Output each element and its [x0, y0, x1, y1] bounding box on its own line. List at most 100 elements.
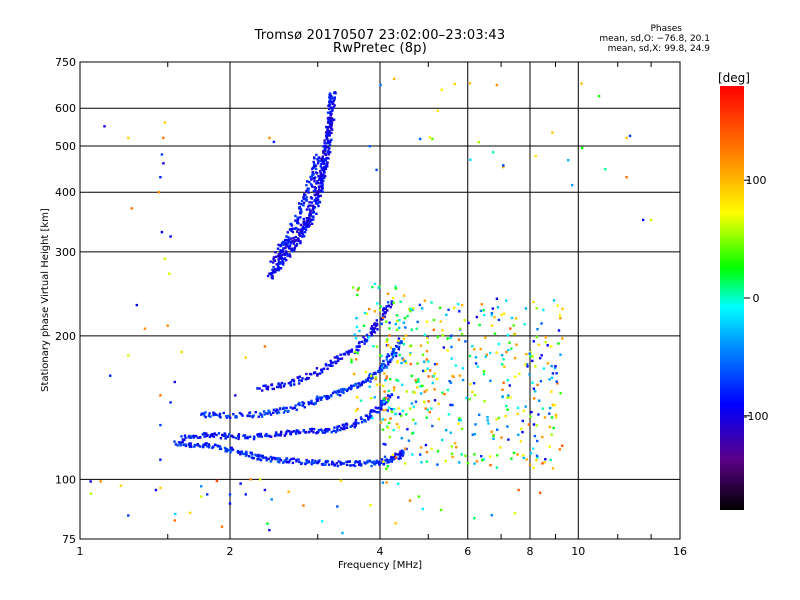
data-point — [532, 466, 535, 469]
data-point — [445, 313, 448, 316]
data-point — [257, 433, 260, 436]
data-point — [419, 344, 423, 347]
data-point — [296, 217, 300, 221]
data-point — [316, 158, 319, 161]
data-point — [330, 124, 333, 127]
data-point — [550, 416, 554, 419]
data-point — [315, 395, 319, 398]
data-point — [292, 236, 295, 240]
data-point — [297, 222, 300, 225]
data-point — [361, 380, 365, 383]
data-point — [383, 455, 387, 458]
data-point — [327, 139, 330, 143]
data-point — [357, 345, 361, 348]
data-point — [400, 341, 403, 344]
data-point — [280, 381, 284, 385]
data-point — [433, 388, 436, 391]
data-point — [308, 224, 311, 227]
data-point — [337, 389, 341, 392]
data-point — [384, 418, 387, 421]
data-point — [371, 416, 374, 420]
data-point — [337, 359, 340, 363]
data-point — [289, 432, 292, 435]
data-point — [236, 449, 240, 453]
data-point — [539, 491, 542, 494]
data-point — [306, 377, 309, 381]
data-point — [381, 418, 384, 421]
data-point — [282, 407, 285, 410]
data-point — [290, 457, 293, 461]
data-point — [272, 270, 275, 273]
data-point — [399, 414, 403, 417]
data-point — [220, 525, 224, 528]
data-point — [184, 436, 187, 439]
data-point — [280, 430, 283, 434]
data-point — [180, 435, 183, 438]
data-point — [336, 355, 339, 359]
x-tick-label: 4 — [377, 545, 384, 558]
y-tick-label: 100 — [55, 473, 76, 486]
data-point — [373, 396, 376, 399]
data-point — [372, 327, 375, 330]
data-point — [235, 415, 238, 419]
data-point — [476, 365, 480, 368]
data-point — [307, 219, 310, 222]
data-point — [295, 230, 299, 233]
data-point — [317, 174, 320, 178]
data-point — [324, 363, 328, 366]
data-point — [390, 410, 393, 413]
data-point — [205, 434, 208, 438]
data-point — [285, 431, 288, 434]
data-point — [329, 112, 332, 116]
data-point — [550, 345, 553, 348]
data-point — [305, 184, 308, 187]
data-point — [307, 191, 310, 194]
data-point — [279, 252, 282, 255]
data-point — [557, 342, 560, 345]
data-point — [398, 340, 401, 344]
data-point — [394, 354, 398, 358]
data-point — [441, 334, 444, 337]
data-point — [503, 365, 506, 368]
data-point — [247, 414, 250, 417]
data-point — [561, 444, 564, 447]
data-point — [520, 427, 523, 431]
data-point — [283, 257, 287, 260]
data-point — [285, 457, 288, 460]
data-point — [366, 461, 369, 464]
data-point — [323, 395, 326, 398]
data-point — [282, 241, 285, 244]
data-point — [217, 414, 220, 417]
data-point — [519, 440, 523, 443]
data-point — [183, 434, 187, 437]
data-point — [475, 315, 478, 319]
data-point — [366, 459, 369, 463]
data-point — [373, 463, 377, 466]
data-point — [334, 430, 338, 433]
data-point — [169, 401, 172, 404]
data-point — [332, 102, 335, 106]
data-point — [571, 183, 574, 187]
y-tick-label: 600 — [55, 102, 76, 115]
data-point — [277, 253, 280, 256]
data-point — [371, 409, 374, 413]
data-point — [472, 382, 476, 385]
data-point — [265, 459, 268, 462]
data-point — [510, 347, 513, 350]
data-point — [536, 439, 539, 443]
data-point — [505, 350, 508, 354]
data-point — [315, 153, 318, 157]
data-point — [211, 446, 214, 450]
data-point — [421, 384, 424, 388]
data-point — [252, 437, 256, 441]
data-point — [392, 77, 396, 81]
data-point — [360, 417, 363, 421]
data-point — [248, 414, 251, 418]
data-point — [473, 393, 477, 397]
data-point — [331, 108, 334, 111]
data-point — [328, 99, 331, 102]
data-point — [325, 136, 329, 139]
data-point — [320, 167, 324, 170]
data-point — [382, 384, 385, 388]
data-point — [501, 388, 504, 391]
